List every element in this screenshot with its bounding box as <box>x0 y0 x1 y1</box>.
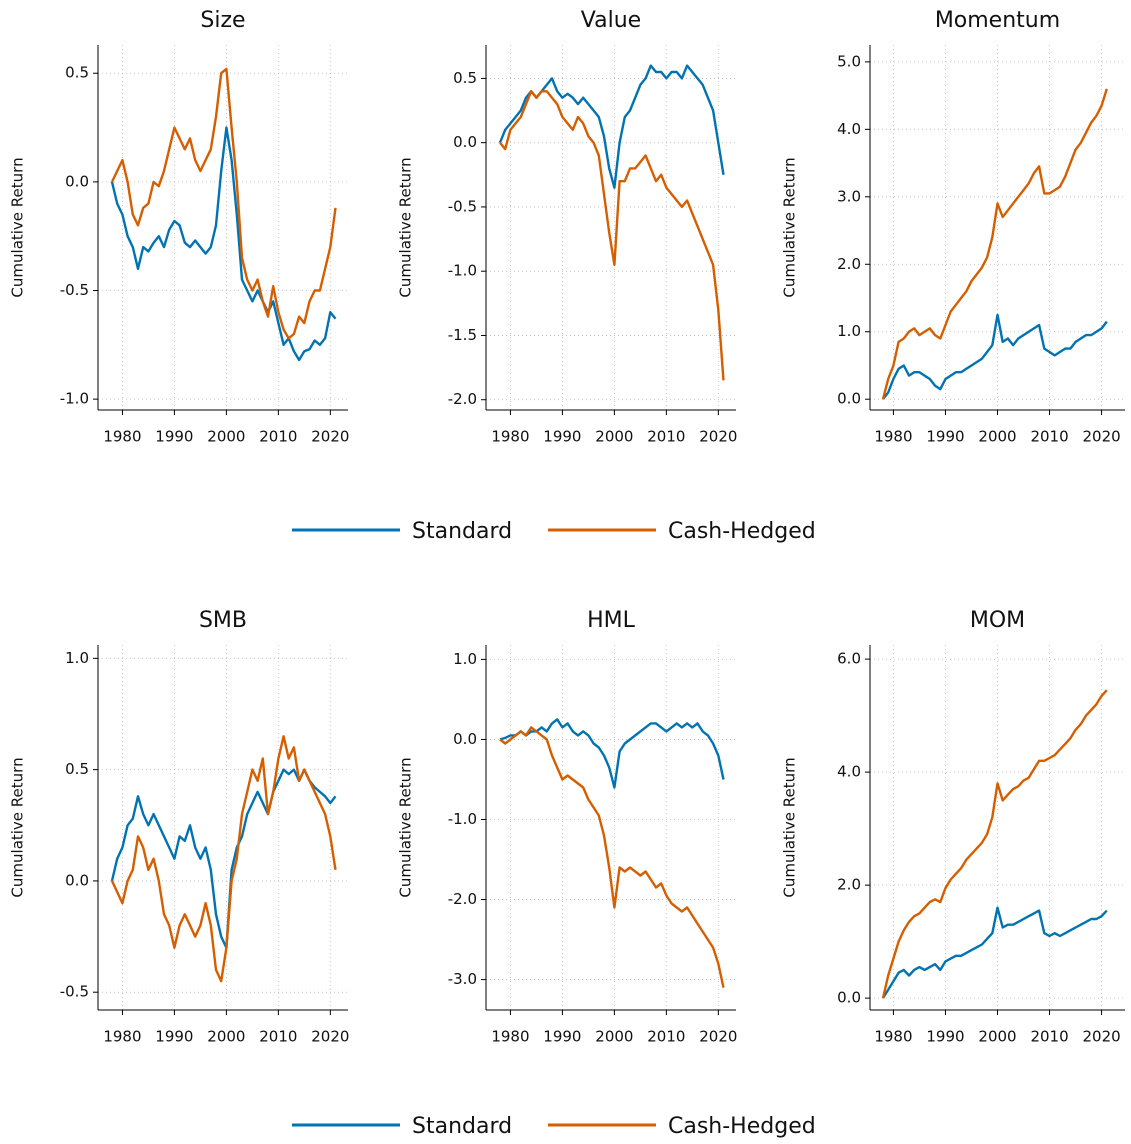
y-tick-label: 1.0 <box>65 649 89 667</box>
legend-label: Standard <box>412 1114 512 1139</box>
x-tick-label: 2020 <box>1082 1028 1120 1046</box>
x-tick-label: 1980 <box>103 1028 141 1046</box>
x-tick-label: 1990 <box>155 1028 193 1046</box>
chart-title: MOM <box>970 608 1025 633</box>
x-tick-label: 2020 <box>699 428 737 446</box>
y-axis-label: Cumulative Return <box>781 157 799 297</box>
series-line <box>499 726 725 988</box>
x-tick-label: 2010 <box>259 428 297 446</box>
y-tick-label: -2.0 <box>448 390 477 408</box>
x-tick-label: 1980 <box>103 428 141 446</box>
y-tick-label: 0.0 <box>65 172 89 190</box>
subplot: HML Cumulative Return -3.0 -2.0 -1.0 0.0 1.0 19… <box>397 608 738 1046</box>
x-tick-label: 2000 <box>978 1028 1016 1046</box>
series-line <box>498 64 725 189</box>
chart-title: HML <box>587 608 636 633</box>
y-tick-label: 3.0 <box>837 187 861 205</box>
series-line <box>881 689 1108 999</box>
x-tick-label: 1990 <box>155 428 193 446</box>
legend-label: Cash-Hedged <box>668 1114 816 1139</box>
y-axis-label: Cumulative Return <box>9 157 27 297</box>
y-tick-label: 0.0 <box>453 133 477 151</box>
x-tick-label: 2000 <box>207 428 245 446</box>
subplot: Momentum Cumulative Return 0.0 1.0 2.0 3.0 4.0… <box>781 8 1125 446</box>
y-tick-label: -1.0 <box>448 810 477 828</box>
y-tick-label: -0.5 <box>60 281 89 299</box>
y-tick-label: -3.0 <box>448 970 477 988</box>
x-tick-label: 2020 <box>311 428 349 446</box>
chart-title: Value <box>581 8 641 33</box>
y-axis-label: Cumulative Return <box>397 157 415 297</box>
y-tick-label: 0.0 <box>837 390 861 408</box>
y-tick-label: -1.5 <box>448 326 477 344</box>
legend: Standard Cash-Hedged <box>292 519 816 544</box>
y-tick-label: -0.5 <box>448 197 477 215</box>
x-tick-label: 1990 <box>543 1028 581 1046</box>
x-tick-label: 1990 <box>926 1028 964 1046</box>
y-tick-label: 4.0 <box>837 763 861 781</box>
y-tick-label: -0.5 <box>60 983 89 1001</box>
y-tick-label: 0.5 <box>453 69 477 87</box>
series-line <box>499 90 725 381</box>
y-tick-label: 0.5 <box>65 760 89 778</box>
y-tick-label: 0.0 <box>837 989 861 1007</box>
y-axis-label: Cumulative Return <box>9 757 27 897</box>
x-tick-label: 2020 <box>311 1028 349 1046</box>
x-tick-label: 1990 <box>926 428 964 446</box>
y-tick-label: -2.0 <box>448 890 477 908</box>
y-tick-label: 1.0 <box>837 322 861 340</box>
x-tick-label: 2020 <box>699 1028 737 1046</box>
x-tick-label: 1980 <box>874 1028 912 1046</box>
x-tick-label: 1980 <box>874 428 912 446</box>
legend-label: Cash-Hedged <box>668 519 816 544</box>
y-tick-label: 2.0 <box>837 255 861 273</box>
x-tick-label: 2000 <box>595 1028 633 1046</box>
subplot: SMB Cumulative Return -0.5 0.0 0.5 1.0 1980 199… <box>9 608 350 1046</box>
y-tick-label: 5.0 <box>837 52 861 70</box>
legend-label: Standard <box>412 519 512 544</box>
x-tick-label: 1980 <box>491 1028 529 1046</box>
x-tick-label: 2010 <box>647 1028 685 1046</box>
x-tick-label: 1980 <box>491 428 529 446</box>
x-tick-label: 2000 <box>595 428 633 446</box>
y-axis-label: Cumulative Return <box>397 757 415 897</box>
subplot: Value Cumulative Return -2.0 -1.5 -1.0 -0.5 0.… <box>397 8 738 446</box>
x-tick-label: 2010 <box>1030 1028 1068 1046</box>
x-tick-label: 2010 <box>259 1028 297 1046</box>
series-line <box>110 67 337 340</box>
x-tick-label: 1990 <box>543 428 581 446</box>
y-tick-label: -1.0 <box>60 390 89 408</box>
y-tick-label: 2.0 <box>837 876 861 894</box>
y-tick-label: 0.0 <box>65 871 89 889</box>
series-line <box>110 735 337 983</box>
chart-title: SMB <box>199 608 247 633</box>
subplot: MOM Cumulative Return 0.0 2.0 4.0 6.0 1980 1990… <box>781 608 1125 1046</box>
legend: Standard Cash-Hedged <box>292 1114 816 1139</box>
y-axis-label: Cumulative Return <box>781 757 799 897</box>
subplot: Size Cumulative Return -1.0 -0.5 0.0 0.5 1980 1… <box>9 8 350 446</box>
series-line <box>882 313 1108 400</box>
y-tick-label: -1.0 <box>448 262 477 280</box>
y-tick-label: 1.0 <box>453 650 477 668</box>
x-tick-label: 2010 <box>647 428 685 446</box>
x-tick-label: 2000 <box>207 1028 245 1046</box>
chart-title: Momentum <box>935 8 1060 33</box>
chart-title: Size <box>200 8 245 33</box>
series-line <box>881 88 1108 400</box>
series-line <box>110 126 337 362</box>
y-tick-label: 0.0 <box>453 730 477 748</box>
y-tick-label: 0.5 <box>65 64 89 82</box>
x-tick-label: 2010 <box>1030 428 1068 446</box>
x-tick-label: 2020 <box>1082 428 1120 446</box>
y-tick-label: 6.0 <box>837 650 861 668</box>
x-tick-label: 2000 <box>978 428 1016 446</box>
y-tick-label: 4.0 <box>837 120 861 138</box>
series-line <box>881 906 1108 999</box>
